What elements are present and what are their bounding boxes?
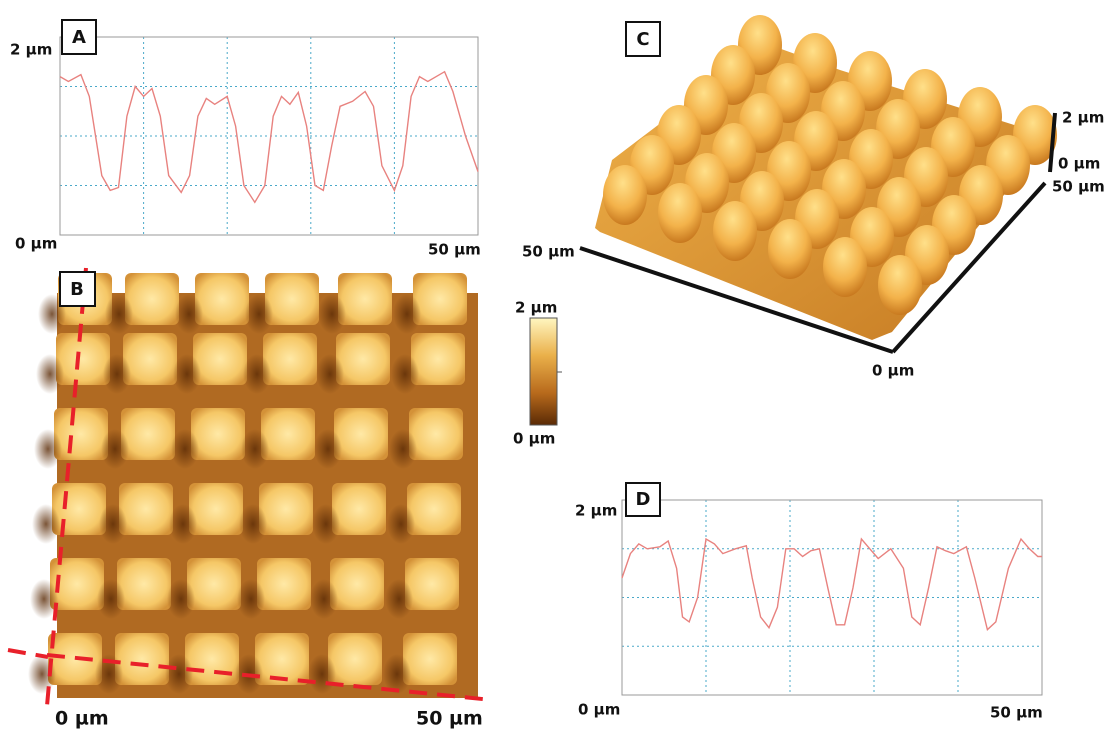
- panel-label: A: [72, 27, 86, 48]
- figure: A 2 µm 0 µm 50 µm B 0 µm 50 µm 2 µm 0 µm…: [0, 0, 1105, 733]
- colorbar-top-label: 2 µm: [515, 299, 557, 317]
- bump: [603, 165, 647, 225]
- pad: [119, 483, 173, 535]
- height-profile: [60, 72, 478, 203]
- pad: [265, 273, 319, 325]
- x-left-label: 0 µm: [55, 708, 109, 730]
- pit: [101, 429, 129, 469]
- pad: [259, 483, 313, 535]
- pit: [310, 579, 338, 619]
- pit: [167, 579, 195, 619]
- pad: [123, 333, 177, 385]
- pad: [121, 408, 175, 460]
- cut-line: [8, 650, 48, 657]
- height-profile: [622, 539, 1042, 630]
- z-top-label: 2 µm: [1062, 109, 1104, 127]
- pit: [318, 294, 346, 334]
- pit: [105, 294, 133, 334]
- pit: [32, 504, 60, 544]
- x-left-label: 0 µm: [578, 701, 620, 719]
- pad: [193, 333, 247, 385]
- panel-d: D 2 µm 0 µm 50 µm: [575, 483, 1043, 722]
- bump: [713, 201, 757, 261]
- pad: [405, 558, 459, 610]
- pit: [97, 579, 125, 619]
- pit: [173, 354, 201, 394]
- x-right-label: 50 µm: [428, 241, 481, 259]
- pad: [407, 483, 461, 535]
- panel-a: A 2 µm 0 µm 50 µm: [10, 20, 481, 259]
- pad: [56, 333, 110, 385]
- panel-label: D: [636, 489, 651, 510]
- pit: [308, 654, 336, 694]
- pad: [189, 483, 243, 535]
- bump: [768, 219, 812, 279]
- pad: [185, 633, 239, 685]
- pad: [115, 633, 169, 685]
- pit: [36, 354, 64, 394]
- pad: [413, 273, 467, 325]
- pit: [245, 294, 273, 334]
- pad: [334, 408, 388, 460]
- pad: [409, 408, 463, 460]
- pit: [99, 504, 127, 544]
- pad: [52, 483, 106, 535]
- pad: [338, 273, 392, 325]
- pit: [175, 294, 203, 334]
- pit: [169, 504, 197, 544]
- pad: [411, 333, 465, 385]
- pad: [263, 333, 317, 385]
- pad: [191, 408, 245, 460]
- pit: [312, 504, 340, 544]
- pit: [243, 354, 271, 394]
- pit: [239, 504, 267, 544]
- bump: [878, 255, 922, 315]
- y-top-label: 2 µm: [575, 502, 617, 520]
- pad: [330, 558, 384, 610]
- pad: [403, 633, 457, 685]
- pad: [195, 273, 249, 325]
- pad: [257, 558, 311, 610]
- pit: [237, 579, 265, 619]
- pad: [187, 558, 241, 610]
- pad: [261, 408, 315, 460]
- left-axis-label: 50 µm: [522, 243, 575, 261]
- panel-label: B: [70, 279, 84, 300]
- pad: [332, 483, 386, 535]
- pit: [316, 354, 344, 394]
- pad: [54, 408, 108, 460]
- pad: [336, 333, 390, 385]
- pit: [387, 504, 415, 544]
- pit: [103, 354, 131, 394]
- pit: [391, 354, 419, 394]
- panel-c: C 2 µm 0 µm 50 µm 50 µm 0 µm: [522, 15, 1105, 380]
- pad: [117, 558, 171, 610]
- x-right-label: 50 µm: [416, 708, 483, 730]
- pit: [165, 654, 193, 694]
- panel-b: B 0 µm 50 µm: [8, 268, 492, 730]
- x-left-label: 0 µm: [15, 235, 57, 253]
- y-top-label: 2 µm: [10, 41, 52, 59]
- pit: [385, 579, 413, 619]
- x-right-label: 50 µm: [990, 704, 1043, 722]
- pit: [393, 294, 421, 334]
- z-bottom-label: 0 µm: [1058, 155, 1100, 173]
- panel-label: C: [636, 29, 649, 50]
- pit: [314, 429, 342, 469]
- bump: [658, 183, 702, 243]
- pit: [241, 429, 269, 469]
- origin-label: 0 µm: [872, 362, 914, 380]
- pad: [125, 273, 179, 325]
- colorbar-bottom-label: 0 µm: [513, 430, 555, 448]
- colorbar-gradient: [530, 318, 557, 425]
- pit: [171, 429, 199, 469]
- colorbar: 2 µm 0 µm: [513, 299, 562, 448]
- pit: [389, 429, 417, 469]
- pad: [328, 633, 382, 685]
- right-axis-label: 50 µm: [1052, 178, 1105, 196]
- pit: [34, 429, 62, 469]
- bump: [823, 237, 867, 297]
